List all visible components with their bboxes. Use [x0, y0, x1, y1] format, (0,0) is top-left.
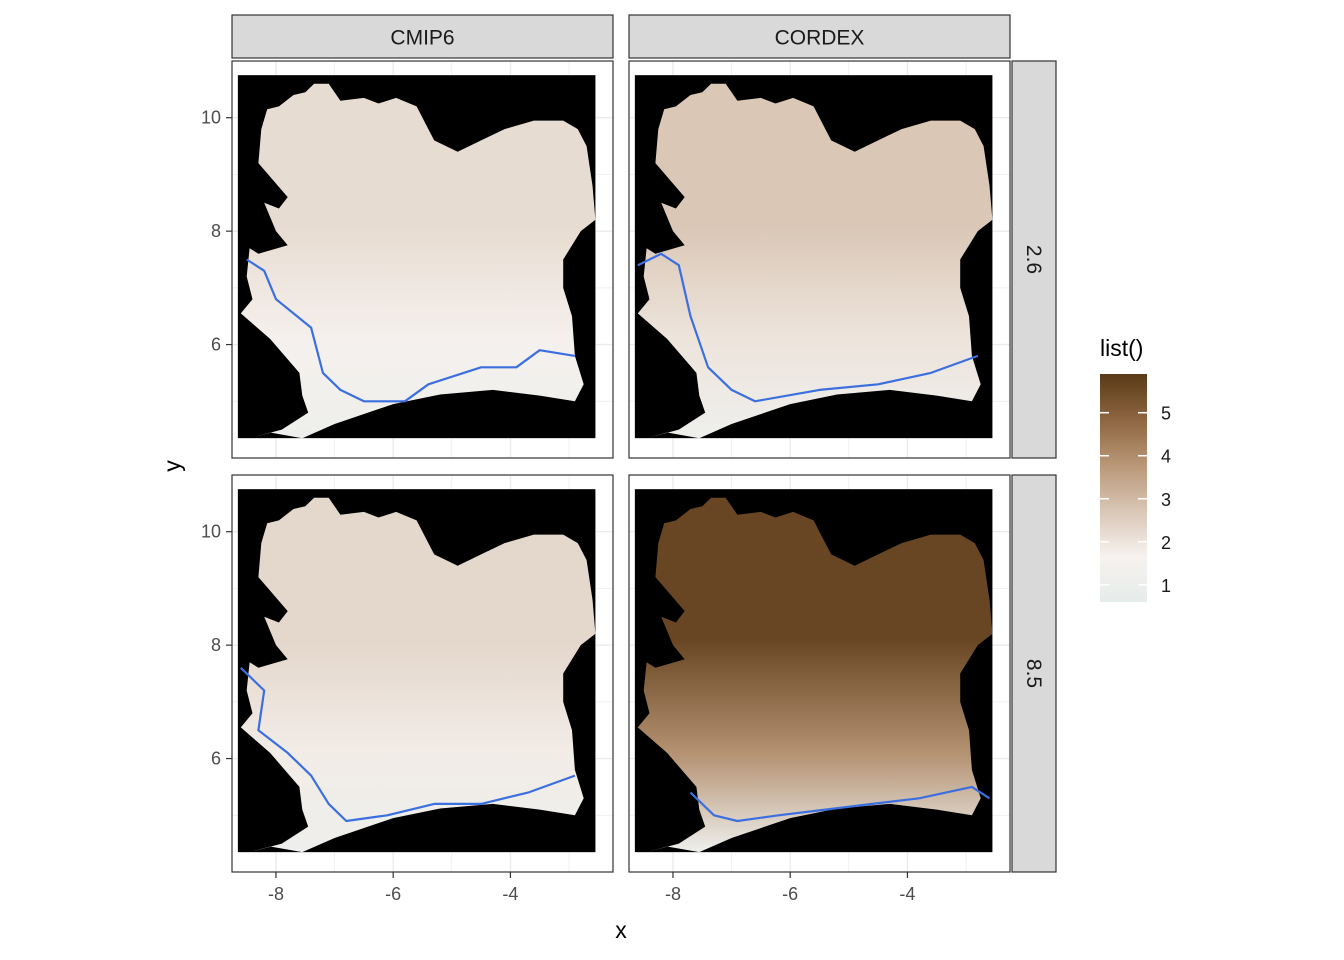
x-tick-label: -4	[899, 884, 915, 904]
legend-tick-label: 5	[1161, 404, 1171, 424]
facet-panel	[628, 474, 1011, 873]
y-axis-title: y	[159, 460, 185, 472]
x-tick-label: -8	[268, 884, 284, 904]
x-axis-title: x	[615, 917, 627, 943]
panel-border	[628, 60, 1011, 459]
contour-line	[240, 667, 576, 823]
facet-strip-row	[1011, 60, 1057, 459]
x-tick-label: -6	[385, 884, 401, 904]
facet-strip-label: 8.5	[1022, 659, 1045, 688]
facet-panel	[231, 60, 614, 459]
facet-strip-column	[628, 14, 1011, 59]
legend-tick-label: 2	[1161, 533, 1171, 553]
facet-strip-label: 2.6	[1022, 245, 1045, 274]
x-tick-label: -8	[665, 884, 681, 904]
contour-line	[246, 258, 576, 403]
legend-tick-label: 4	[1161, 447, 1171, 467]
strips-layer: CMIP6 CORDEX 2.6 8.5	[231, 14, 1057, 873]
panel-border	[628, 474, 1011, 873]
legend-tick-label: 3	[1161, 490, 1171, 510]
facet-strip-column	[231, 14, 614, 59]
legend-title: list()	[1100, 335, 1143, 361]
raster-region	[240, 83, 596, 439]
axes-layer: -8 -6 -4 -8 -6 -4 6 8 10 6 8 10	[201, 108, 915, 904]
facet-strip-label: CMIP6	[390, 27, 454, 50]
x-tick-label: -6	[782, 884, 798, 904]
raster-region	[637, 83, 993, 439]
y-tick-label: 10	[201, 522, 221, 542]
facet-panel	[231, 474, 614, 873]
legend-tick-label: 1	[1161, 576, 1171, 596]
raster-region	[637, 497, 993, 853]
facet-strip-row	[1011, 474, 1057, 873]
raster-region	[240, 497, 596, 853]
y-tick-label: 6	[211, 335, 221, 355]
legend-colorbar	[1100, 374, 1147, 602]
facet-strip-label: CORDEX	[775, 27, 865, 50]
y-tick-label: 8	[211, 635, 221, 655]
y-tick-label: 8	[211, 221, 221, 241]
contour-line	[689, 785, 991, 823]
legend: list() 1 2 3 4 5	[1100, 335, 1171, 602]
x-tick-label: -4	[502, 884, 518, 904]
panel-border	[231, 474, 614, 873]
panel-border	[231, 60, 614, 459]
panels-layer	[231, 60, 1011, 873]
y-tick-label: 10	[201, 108, 221, 128]
y-tick-label: 6	[211, 749, 221, 769]
contour-line	[637, 252, 979, 403]
facet-panel	[628, 60, 1011, 459]
legend-ticks: 1 2 3 4 5	[1100, 404, 1171, 596]
